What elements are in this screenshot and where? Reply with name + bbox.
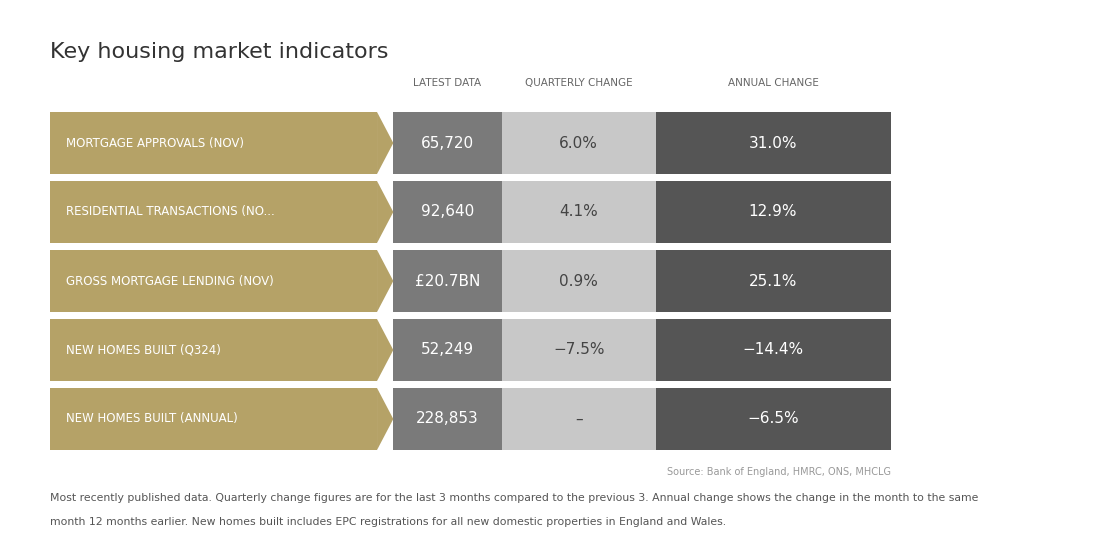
Text: LATEST DATA: LATEST DATA: [414, 78, 482, 88]
Bar: [502, 250, 656, 312]
Text: NEW HOMES BUILT (Q324): NEW HOMES BUILT (Q324): [66, 344, 221, 357]
Bar: [50, 112, 377, 174]
Text: £20.7BN: £20.7BN: [415, 274, 481, 288]
Text: 228,853: 228,853: [416, 412, 479, 426]
Text: −6.5%: −6.5%: [747, 412, 798, 426]
Text: MORTGAGE APPROVALS (NOV): MORTGAGE APPROVALS (NOV): [66, 136, 244, 149]
Bar: [394, 250, 502, 312]
Text: Key housing market indicators: Key housing market indicators: [50, 42, 388, 62]
Bar: [50, 319, 377, 381]
Text: Source: Bank of England, HMRC, ONS, MHCLG: Source: Bank of England, HMRC, ONS, MHCL…: [667, 467, 891, 477]
Bar: [502, 181, 656, 243]
Polygon shape: [377, 250, 394, 312]
Bar: [394, 388, 502, 450]
Bar: [394, 112, 502, 174]
Polygon shape: [377, 181, 394, 243]
Text: 92,640: 92,640: [421, 204, 474, 220]
Bar: [656, 250, 891, 312]
Polygon shape: [377, 388, 394, 450]
Text: −7.5%: −7.5%: [553, 342, 604, 358]
Text: 12.9%: 12.9%: [749, 204, 797, 220]
Text: 52,249: 52,249: [421, 342, 474, 358]
Text: 4.1%: 4.1%: [560, 204, 598, 220]
Text: RESIDENTIAL TRANSACTIONS (NO...: RESIDENTIAL TRANSACTIONS (NO...: [66, 206, 274, 219]
Text: month 12 months earlier. New homes built includes EPC registrations for all new : month 12 months earlier. New homes built…: [50, 517, 726, 527]
Bar: [656, 112, 891, 174]
Text: GROSS MORTGAGE LENDING (NOV): GROSS MORTGAGE LENDING (NOV): [66, 274, 274, 287]
Bar: [502, 112, 656, 174]
Polygon shape: [377, 319, 394, 381]
Bar: [394, 181, 502, 243]
Text: 6.0%: 6.0%: [560, 135, 598, 150]
Text: –: –: [575, 412, 582, 426]
Text: 0.9%: 0.9%: [560, 274, 598, 288]
Text: ANNUAL CHANGE: ANNUAL CHANGE: [728, 78, 818, 88]
Bar: [50, 250, 377, 312]
Text: 31.0%: 31.0%: [749, 135, 797, 150]
Bar: [50, 181, 377, 243]
Text: QUARTERLY CHANGE: QUARTERLY CHANGE: [525, 78, 632, 88]
Text: Most recently published data. Quarterly change figures are for the last 3 months: Most recently published data. Quarterly …: [50, 493, 978, 503]
Bar: [502, 319, 656, 381]
Text: −14.4%: −14.4%: [743, 342, 804, 358]
Text: 65,720: 65,720: [421, 135, 474, 150]
Bar: [502, 388, 656, 450]
Bar: [50, 388, 377, 450]
Bar: [656, 388, 891, 450]
Polygon shape: [377, 112, 394, 174]
Bar: [656, 319, 891, 381]
Text: NEW HOMES BUILT (ANNUAL): NEW HOMES BUILT (ANNUAL): [66, 412, 237, 426]
Bar: [656, 181, 891, 243]
Text: 25.1%: 25.1%: [749, 274, 797, 288]
Bar: [394, 319, 502, 381]
